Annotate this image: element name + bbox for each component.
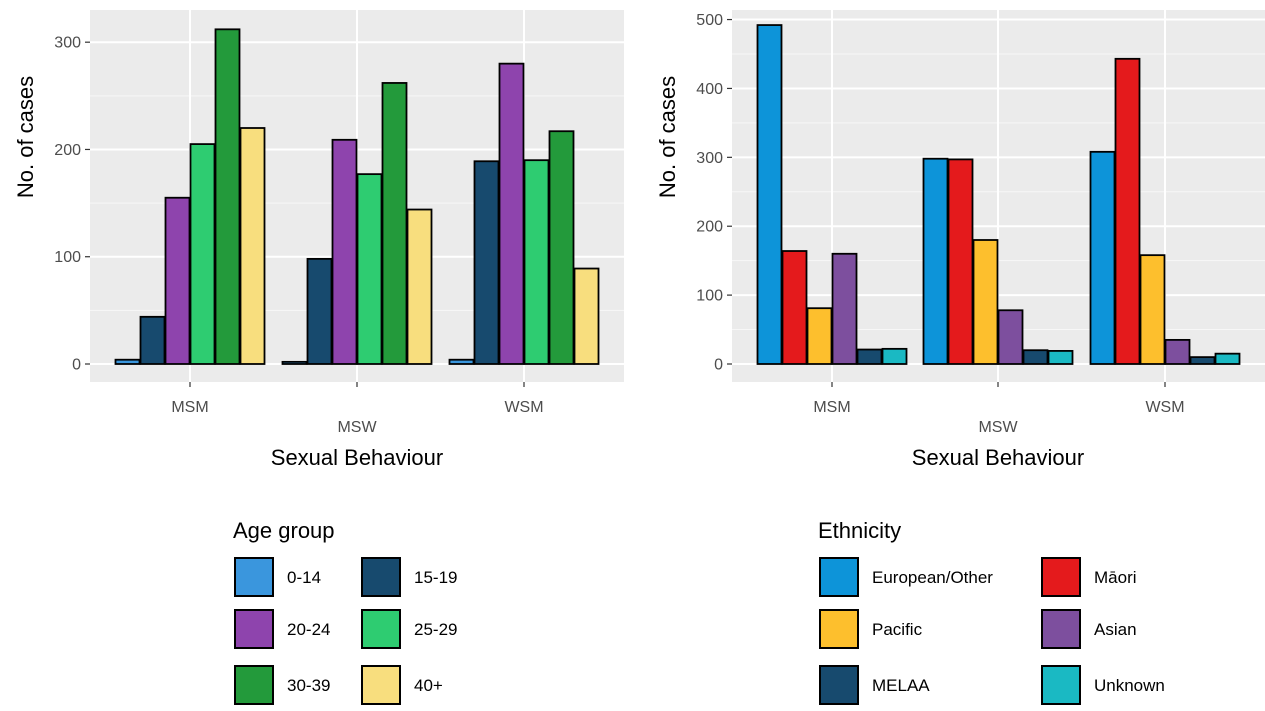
bar-25-29-MSW — [356, 173, 383, 365]
bar-40+-MSM — [239, 127, 266, 365]
legend-label: 0-14 — [287, 568, 321, 587]
bar-20-24-WSM — [498, 62, 525, 365]
legend-label: MELAA — [872, 676, 930, 695]
bar-20-24-MSW — [331, 138, 358, 365]
bar-Unknown-MSM — [881, 347, 908, 365]
legend-label: Asian — [1094, 620, 1137, 639]
bar-40+-MSW — [406, 208, 433, 365]
y-tick-label: 0 — [72, 357, 81, 374]
legend-label: 30-39 — [287, 676, 330, 695]
bar-0-14-WSM — [448, 358, 475, 365]
y-tick-label: 100 — [696, 288, 723, 305]
y-axis-title: No. of cases — [13, 76, 38, 198]
legend-key — [234, 609, 274, 649]
legend-title: Age group — [233, 518, 335, 543]
x-tick-label: MSM — [813, 399, 850, 416]
bar-15-19-MSM — [139, 315, 166, 365]
x-tick-label: MSW — [337, 419, 377, 436]
legend-label: 20-24 — [287, 620, 330, 639]
legend-key — [1041, 665, 1081, 705]
bar-30-39-WSM — [548, 130, 575, 365]
chart-panel-1: 0 100 200 300 MSM MSW WSM Sexual Behaviour No. o… — [13, 10, 624, 705]
legend-label: 25-29 — [414, 620, 457, 639]
x-tick-label: MSW — [978, 419, 1018, 436]
y-tick-label: 300 — [54, 35, 81, 52]
bar-MELAA-WSM — [1189, 356, 1216, 365]
bar-15-19-MSW — [306, 257, 333, 365]
x-tick-label: WSM — [504, 399, 543, 416]
legend: Age group 0-14 15-19 20-24 25-29 30-39 40+ — [233, 518, 457, 705]
bar-0-14-MSW — [281, 360, 308, 365]
bar-Pacific-MSW — [972, 239, 999, 365]
bar-MELAA-MSM — [856, 348, 883, 365]
chart-panel-2: 0 100 200 300 400 500 MSM MSW WSM Sexual Behaviou… — [655, 10, 1265, 705]
x-axis-title: Sexual Behaviour — [912, 445, 1084, 470]
legend-title: Ethnicity — [818, 518, 901, 543]
legend-key — [361, 609, 401, 649]
bar-Māori-WSM — [1114, 57, 1141, 365]
legend-key — [1041, 609, 1081, 649]
bar-European/Other-MSW — [922, 157, 949, 365]
x-tick-label: WSM — [1145, 399, 1184, 416]
bar-Unknown-WSM — [1214, 352, 1241, 365]
legend-key — [1041, 557, 1081, 597]
y-tick-label: 500 — [696, 12, 723, 29]
bar-Māori-MSM — [781, 250, 808, 365]
bar-Asian-MSW — [997, 309, 1024, 365]
legend-key — [819, 557, 859, 597]
bar-20-24-MSM — [164, 196, 191, 365]
bar-European/Other-MSM — [756, 24, 783, 365]
x-tick-label: MSM — [171, 399, 208, 416]
legend-key — [361, 557, 401, 597]
bar-40+-WSM — [573, 267, 600, 365]
bar-30-39-MSW — [381, 82, 408, 365]
y-tick-label: 100 — [54, 249, 81, 266]
legend-label: European/Other — [872, 568, 993, 587]
bar-Pacific-MSM — [806, 307, 833, 365]
legend-label: Pacific — [872, 620, 923, 639]
y-tick-label: 0 — [714, 357, 723, 374]
legend-label: Māori — [1094, 568, 1137, 587]
bar-Asian-WSM — [1164, 338, 1191, 365]
legend-key — [819, 665, 859, 705]
bar-0-14-MSM — [114, 358, 141, 365]
bar-30-39-MSM — [214, 28, 241, 365]
legend-key — [234, 557, 274, 597]
legend-key — [234, 665, 274, 705]
y-axis-title: No. of cases — [655, 76, 680, 198]
bar-Pacific-WSM — [1139, 254, 1166, 365]
bar-MELAA-MSW — [1022, 349, 1049, 365]
legend-label: 15-19 — [414, 568, 457, 587]
legend-key — [361, 665, 401, 705]
y-tick-label: 400 — [696, 81, 723, 98]
bar-Asian-MSM — [831, 252, 858, 365]
bar-25-29-MSM — [189, 143, 216, 365]
bar-15-19-WSM — [473, 160, 500, 365]
bar-25-29-WSM — [523, 159, 550, 365]
legend-label: 40+ — [414, 676, 443, 695]
legend: Ethnicity European/Other Māori Pacific Asian… — [818, 518, 1165, 705]
bar-Unknown-MSW — [1047, 350, 1074, 365]
bar-Māori-MSW — [947, 158, 974, 365]
y-tick-label: 300 — [696, 150, 723, 167]
bar-European/Other-WSM — [1089, 150, 1116, 365]
legend-label: Unknown — [1094, 676, 1165, 695]
legend-key — [819, 609, 859, 649]
y-tick-label: 200 — [696, 219, 723, 236]
x-axis-title: Sexual Behaviour — [271, 445, 443, 470]
y-tick-label: 200 — [54, 142, 81, 159]
